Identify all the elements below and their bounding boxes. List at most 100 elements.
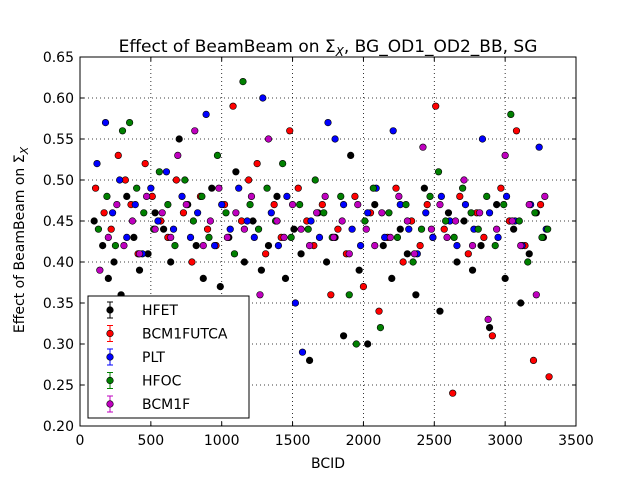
point-bcm1f	[395, 192, 403, 200]
y-axis-label: Effect of BeamBeam on ΣX	[12, 146, 31, 333]
point-bcm1f	[191, 127, 199, 135]
x-tick-label: 2500	[416, 433, 452, 449]
point-hfet	[290, 225, 298, 233]
x-tick-label: 0	[76, 433, 85, 449]
point-plt	[324, 118, 332, 127]
point-hfet	[151, 209, 159, 217]
point-plt	[226, 225, 234, 233]
point-hfet	[90, 217, 98, 225]
point-plt	[243, 217, 251, 225]
point-bcm1futca	[107, 225, 115, 233]
point-hfet	[412, 291, 420, 299]
point-bcm1f	[128, 217, 137, 225]
point-bcm1f	[206, 217, 214, 225]
point-hfoc	[155, 168, 163, 176]
point-plt	[461, 201, 470, 209]
point-bcm1f	[532, 291, 540, 299]
point-hfoc	[213, 151, 222, 159]
legend-entry-bcm1f: BCM1F	[106, 395, 190, 413]
point-hfet	[355, 266, 363, 274]
point-hfoc	[409, 258, 417, 266]
point-plt	[178, 192, 186, 200]
point-bcm1futca	[399, 258, 407, 266]
point-bcm1f	[427, 225, 436, 233]
x-tick-label: 500	[137, 433, 164, 449]
point-plt	[250, 233, 258, 241]
y-tick-label: 0.65	[43, 50, 74, 66]
point-hfoc	[320, 209, 328, 217]
point-plt	[202, 110, 210, 118]
point-bcm1f	[371, 242, 379, 250]
point-bcm1futca	[334, 225, 342, 233]
point-hfet	[216, 283, 224, 291]
point-hfoc	[337, 192, 345, 200]
legend-entry-hfoc: HFOC	[106, 372, 182, 390]
point-hfet	[130, 233, 138, 241]
point-plt	[307, 217, 315, 225]
point-hfoc	[164, 201, 172, 209]
point-hfet	[199, 274, 207, 283]
point-bcm1f	[247, 192, 256, 200]
point-bcm1f	[135, 250, 144, 258]
point-hfoc	[515, 217, 523, 225]
point-hfet	[420, 184, 428, 192]
point-bcm1f	[517, 242, 525, 250]
point-bcm1f	[378, 209, 386, 217]
point-bcm1f	[525, 201, 533, 209]
point-bcm1futca	[432, 102, 440, 110]
point-bcm1futca	[294, 184, 302, 192]
point-hfoc	[171, 242, 179, 250]
point-bcm1f	[113, 201, 121, 209]
point-plt	[274, 242, 283, 250]
point-hfoc	[500, 201, 508, 209]
point-hfet	[273, 192, 281, 200]
point-hfoc	[524, 258, 532, 266]
point-hfoc	[133, 184, 141, 192]
point-plt	[453, 242, 461, 250]
point-hfet	[192, 242, 200, 250]
point-bcm1f	[493, 225, 501, 233]
point-hfet	[339, 332, 348, 340]
point-hfoc	[393, 233, 402, 241]
point-bcm1futca	[351, 192, 359, 200]
point-hfet	[240, 258, 248, 266]
point-bcm1f	[143, 192, 151, 200]
point-hfoc	[376, 324, 385, 332]
point-hfoc	[181, 176, 189, 184]
point-hfet	[453, 258, 461, 266]
legend-marker	[106, 376, 114, 385]
point-bcm1f	[362, 225, 370, 233]
point-hfoc	[385, 209, 393, 217]
point-plt	[283, 192, 291, 200]
legend-box	[87, 295, 250, 419]
point-bcm1f	[330, 233, 338, 241]
point-bcm1futca	[188, 258, 196, 266]
x-tick-label: 3500	[558, 433, 594, 449]
point-bcm1futca	[203, 225, 212, 233]
point-hfet	[322, 258, 331, 266]
point-bcm1f	[297, 225, 305, 233]
point-hfet	[110, 258, 118, 266]
point-bcm1f	[264, 135, 273, 143]
point-bcm1futca	[270, 201, 278, 209]
point-hfet	[388, 274, 396, 283]
point-hfet	[208, 184, 216, 192]
y-tick-label: 0.35	[43, 296, 74, 312]
point-hfoc	[189, 217, 197, 225]
legend-marker	[106, 400, 114, 408]
x-tick-label: 3000	[487, 433, 523, 449]
legend-label: HFOC	[142, 374, 182, 390]
point-hfoc	[287, 233, 295, 241]
point-bcm1f	[96, 266, 104, 274]
chart-title: Effect of BeamBeam on ΣX, BG_OD1_OD2_BB,…	[119, 37, 538, 59]
point-bcm1f	[305, 242, 314, 250]
x-tick-label: 1000	[204, 433, 240, 449]
point-hfoc	[345, 291, 353, 299]
point-hfoc	[239, 77, 247, 86]
legend-entry-hfet: HFET	[106, 301, 178, 319]
point-hfoc	[296, 201, 304, 209]
point-hfoc	[544, 225, 552, 233]
point-hfoc	[426, 192, 434, 200]
point-hfoc	[140, 209, 148, 217]
